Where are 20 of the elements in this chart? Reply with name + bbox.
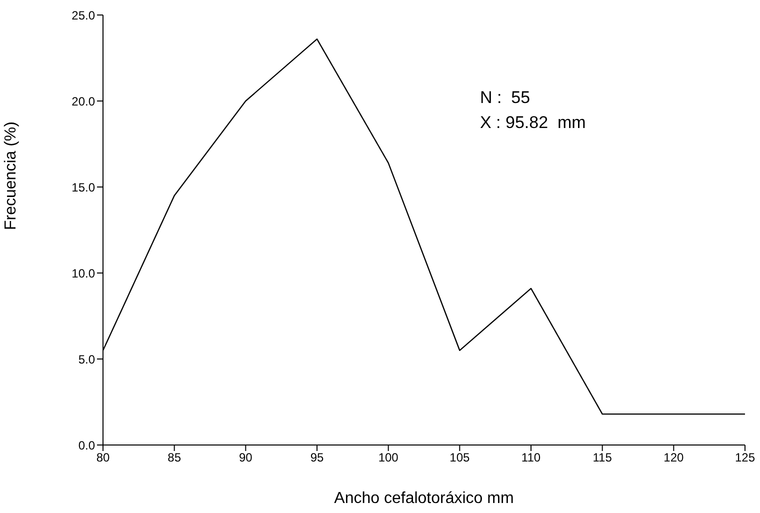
y-tick-label: 25.0 (72, 8, 96, 22)
x-tick-label: 110 (521, 450, 541, 465)
x-tick-label: 90 (238, 450, 253, 465)
y-tick-label: 20.0 (72, 94, 96, 108)
x-tick-label: 125 (734, 450, 756, 465)
y-tick-label: 0.0 (78, 438, 96, 452)
x-tick-label: 95 (310, 450, 324, 465)
x-tick-label: 120 (664, 450, 684, 465)
x-tick-label: 105 (450, 450, 470, 465)
x-axis-title: Ancho cefalotoráxico mm (334, 490, 514, 507)
y-tick-label: 15.0 (72, 180, 96, 194)
x-tick-label: 100 (378, 450, 399, 465)
x-tick-label: 85 (168, 450, 182, 465)
annotation: N : 55 (480, 88, 530, 108)
x-tick-label: 80 (96, 450, 110, 465)
y-tick-label: 10.0 (72, 266, 96, 280)
y-axis-title: Frecuencia (%) (2, 122, 20, 230)
annotation: X : 95.82 mm (480, 113, 586, 133)
y-tick-label: 5.0 (78, 352, 96, 366)
x-tick-label: 115 (592, 450, 612, 465)
